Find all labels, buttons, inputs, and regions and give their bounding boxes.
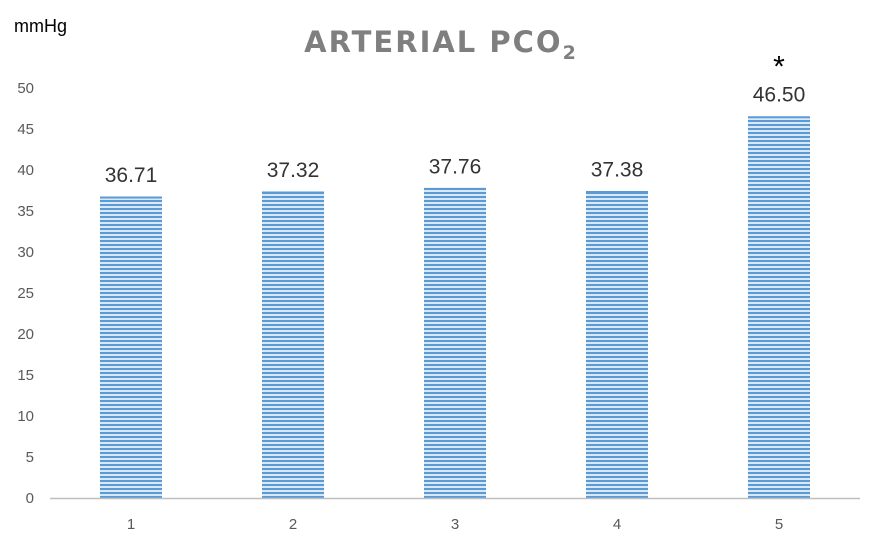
x-tick-label: 1 xyxy=(127,516,135,533)
y-tick-label: 20 xyxy=(17,326,34,343)
data-label: 36.71 xyxy=(105,164,158,187)
y-tick-label: 40 xyxy=(17,162,34,179)
bar xyxy=(586,191,648,498)
x-tick-label: 5 xyxy=(775,516,783,533)
chart-title-main: ARTERIAL PCO xyxy=(304,25,562,59)
chart-title-subscript: 2 xyxy=(563,42,578,64)
x-tick-label: 2 xyxy=(289,516,297,533)
x-tick-label: 3 xyxy=(451,516,459,533)
data-label: 37.32 xyxy=(267,159,320,182)
bar xyxy=(748,116,810,498)
y-tick-label: 35 xyxy=(17,203,34,220)
bar xyxy=(100,196,162,498)
bar xyxy=(262,191,324,498)
bar-series: 36.71 37.32 37.76 37.38 46.50* xyxy=(100,51,810,499)
y-axis-unit-label: mmHg xyxy=(14,16,67,36)
y-tick-label: 25 xyxy=(17,285,34,302)
significance-annotation: * xyxy=(773,51,785,84)
x-tick-label: 4 xyxy=(613,516,621,533)
x-axis-tick-labels: 1 2 3 4 5 xyxy=(127,516,783,533)
chart-title: ARTERIAL PCO2 xyxy=(304,25,578,64)
bar xyxy=(424,188,486,499)
y-tick-label: 0 xyxy=(26,490,34,507)
y-tick-label: 30 xyxy=(17,244,34,261)
y-axis-tick-labels: 0 5 10 15 20 25 30 35 40 45 50 xyxy=(17,80,34,507)
y-tick-label: 5 xyxy=(26,449,34,466)
data-label: 37.76 xyxy=(429,155,482,178)
y-tick-label: 10 xyxy=(17,408,34,425)
y-tick-label: 45 xyxy=(17,121,34,138)
data-label: 46.50 xyxy=(753,84,806,107)
y-tick-label: 15 xyxy=(17,367,34,384)
y-tick-label: 50 xyxy=(17,80,34,97)
data-label: 37.38 xyxy=(591,158,644,181)
